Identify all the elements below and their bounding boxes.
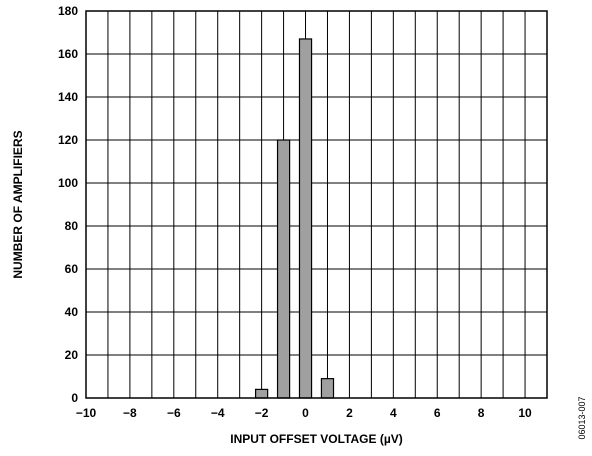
x-tick-label: −4 <box>211 406 225 420</box>
y-tick-label: 20 <box>65 348 79 362</box>
histogram-bar <box>320 378 335 399</box>
y-axis-title: NUMBER OF AMPLIFIERS <box>11 130 25 278</box>
x-axis-title: INPUT OFFSET VOLTAGE (µV) <box>230 432 402 446</box>
y-tick-label: 180 <box>58 4 78 18</box>
x-tick-label: 8 <box>478 406 485 420</box>
histogram-bar <box>254 388 269 399</box>
x-tick-label: 4 <box>390 406 397 420</box>
plot-frame <box>85 10 548 399</box>
y-tick-label: 160 <box>58 47 78 61</box>
x-tick-label: 6 <box>434 406 441 420</box>
y-tick-label: 120 <box>58 133 78 147</box>
grid-lines <box>86 11 547 398</box>
x-tick-label: 0 <box>302 406 309 420</box>
y-tick-label: 40 <box>65 305 79 319</box>
x-tick-label: −10 <box>76 406 97 420</box>
y-tick-label: 100 <box>58 176 78 190</box>
x-tick-labels: −10 −8 −6 −4 −2 0 2 4 6 8 10 <box>76 406 532 420</box>
y-tick-label: 60 <box>65 262 79 276</box>
y-tick-label: 0 <box>71 391 78 405</box>
x-tick-label: 10 <box>518 406 532 420</box>
histogram-bar <box>298 38 313 399</box>
y-tick-label: 140 <box>58 90 78 104</box>
x-tick-label: −2 <box>255 406 269 420</box>
histogram-bar <box>276 139 291 399</box>
y-tick-label: 80 <box>65 219 79 233</box>
x-tick-label: 2 <box>346 406 353 420</box>
x-tick-label: −6 <box>167 406 181 420</box>
y-tick-labels: 0 20 40 60 80 100 120 140 160 180 <box>58 4 78 405</box>
bars-group <box>254 38 335 399</box>
x-tick-label: −8 <box>123 406 137 420</box>
figure-code: 06013-007 <box>577 396 587 439</box>
